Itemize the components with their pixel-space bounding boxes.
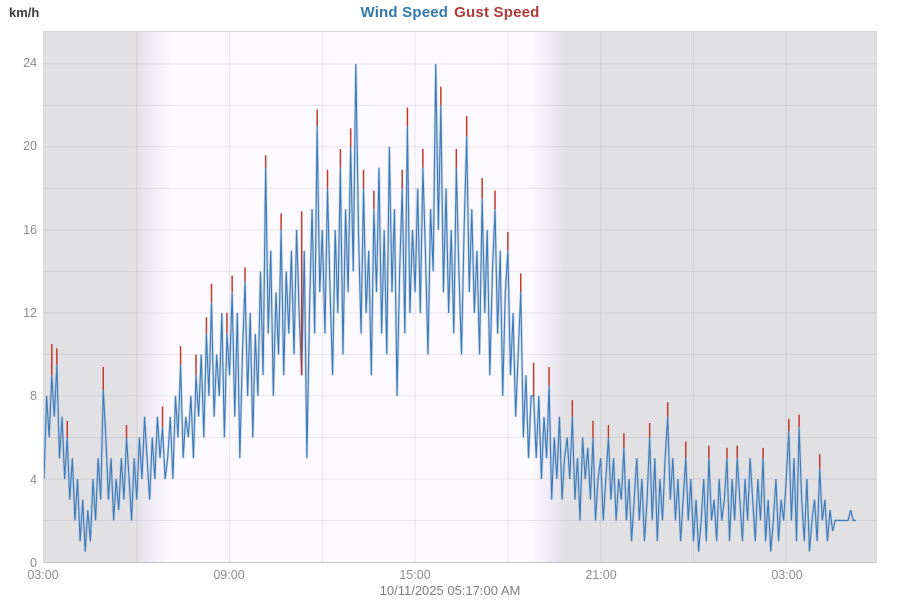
chart-timestamp: 10/11/2025 05:17:00 AM	[379, 583, 521, 598]
legend-wind-speed[interactable]: Wind Speed	[360, 4, 449, 21]
plot-canvas	[44, 32, 876, 562]
y-tick-label: 20	[23, 139, 37, 154]
plot-area[interactable]	[43, 31, 877, 563]
x-tick-label: 09:00	[213, 568, 245, 582]
x-tick-label: 21:00	[585, 568, 617, 582]
x-tick-label: 15:00	[399, 568, 431, 582]
x-tick-label: 03:00	[27, 568, 59, 582]
chart-title: Wind Speed Gust Speed	[0, 4, 900, 21]
y-tick-label: 16	[23, 222, 37, 237]
x-tick-label: 03:00	[771, 568, 803, 582]
y-tick-label: 8	[30, 389, 37, 404]
wind-series-soft-line	[44, 63, 856, 552]
y-axis-unit-label: km/h	[9, 5, 40, 20]
gust-series-line	[51, 86, 821, 469]
y-tick-label: 4	[30, 472, 37, 487]
y-tick-label: 0	[30, 556, 37, 570]
wind-series-line	[44, 63, 856, 552]
legend-gust-speed[interactable]: Gust Speed	[454, 4, 540, 21]
y-tick-label: 12	[23, 306, 37, 320]
y-tick-label: 24	[23, 56, 37, 70]
